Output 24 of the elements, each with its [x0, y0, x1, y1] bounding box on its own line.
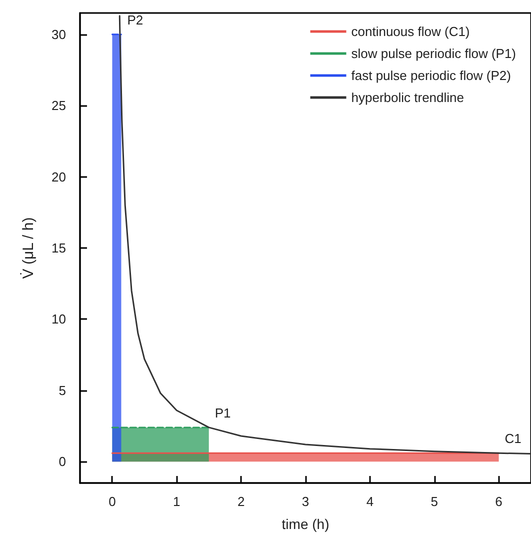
x-tick-label: 1: [173, 494, 180, 509]
y-tick-label: 20: [52, 169, 66, 184]
y-tick-label: 0: [58, 454, 66, 470]
y-tick-label: 10: [52, 312, 66, 327]
legend-label: fast pulse periodic flow (P2): [351, 68, 511, 83]
y-tick-label: 15: [52, 240, 66, 256]
y-axis-title: V̇ (μL / h): [20, 217, 37, 279]
x-tick-label: 3: [302, 494, 310, 509]
y-tick-label: 30: [52, 26, 66, 42]
legend-label: slow pulse periodic flow (P1): [351, 46, 516, 61]
y-tick-label: 25: [52, 98, 66, 114]
x-tick-label: 6: [495, 494, 502, 509]
x-tick-label: 5: [430, 494, 438, 509]
x-tick-label: 4: [366, 494, 374, 509]
legend-label: hyperbolic trendline: [351, 90, 464, 105]
annotation: C1: [504, 431, 522, 446]
x-tick-label: 2: [237, 494, 245, 509]
x-axis-title: time (h): [282, 516, 330, 532]
annotation: P2: [127, 12, 144, 28]
line-series: [118, 15, 531, 455]
annotation: P1: [214, 405, 231, 420]
x-tick-label: 0: [108, 494, 116, 509]
legend-label: continuous flow (C1): [351, 24, 470, 39]
y-tick-label: 5: [58, 382, 66, 398]
